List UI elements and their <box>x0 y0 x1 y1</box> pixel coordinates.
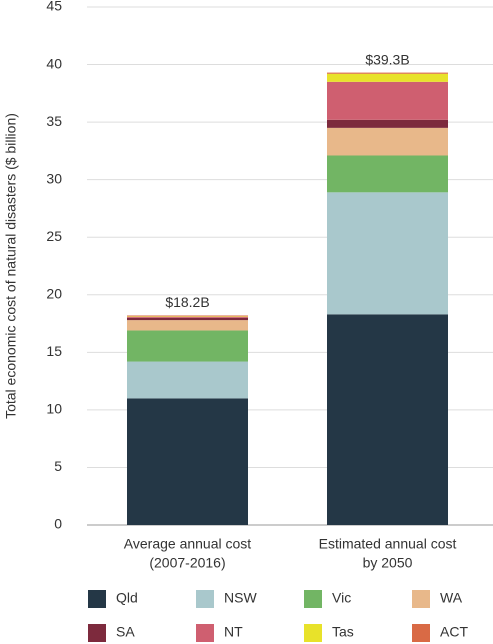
bar-segment <box>127 316 248 318</box>
y-tick-label: 30 <box>46 170 62 186</box>
y-tick-label: 20 <box>46 285 62 301</box>
total-label: $39.3B <box>365 51 409 67</box>
legend-label: Tas <box>332 624 354 640</box>
bar-segment <box>327 119 448 128</box>
bar-segment <box>327 127 448 156</box>
bar-segment <box>127 398 248 525</box>
bar-segment <box>127 330 248 362</box>
bar-segment <box>127 361 248 399</box>
legend-swatch <box>412 590 430 608</box>
legend-label: NSW <box>224 590 257 606</box>
legend-label: WA <box>440 590 463 606</box>
x-tick-label: Estimated annual cost <box>319 536 457 552</box>
legend-label: SA <box>116 624 135 640</box>
total-label: $18.2B <box>165 294 209 310</box>
legend-label: Vic <box>332 590 351 606</box>
y-tick-label: 40 <box>46 55 62 71</box>
bar-segment <box>327 314 448 525</box>
bar-segment <box>127 316 248 317</box>
bar-segment <box>327 192 448 315</box>
legend-swatch <box>88 624 106 642</box>
bar-segment <box>127 315 248 317</box>
legend-swatch <box>88 590 106 608</box>
legend-swatch <box>304 624 322 642</box>
bar-segment <box>327 155 448 193</box>
y-tick-label: 5 <box>54 458 62 474</box>
legend-swatch <box>196 590 214 608</box>
y-tick-label: 35 <box>46 113 62 129</box>
x-tick-label: (2007-2016) <box>149 555 225 571</box>
bar-segment <box>327 81 448 120</box>
bar-segment <box>127 320 248 331</box>
x-tick-label: Average annual cost <box>124 536 251 552</box>
y-axis-label: Total economic cost of natural disasters… <box>3 113 19 419</box>
bar-segment <box>127 317 248 321</box>
y-tick-label: 45 <box>46 0 62 14</box>
x-tick-label: by 2050 <box>363 555 413 571</box>
bar-segment <box>327 73 448 82</box>
legend-label: ACT <box>440 624 468 640</box>
legend-label: Qld <box>116 590 138 606</box>
y-tick-label: 25 <box>46 228 62 244</box>
y-tick-label: 10 <box>46 401 62 417</box>
bar-segment <box>327 72 448 74</box>
legend-swatch <box>412 624 430 642</box>
legend-swatch <box>196 624 214 642</box>
y-tick-label: 0 <box>54 516 62 532</box>
legend-swatch <box>304 590 322 608</box>
legend-label: NT <box>224 624 243 640</box>
y-tick-label: 15 <box>46 343 62 359</box>
